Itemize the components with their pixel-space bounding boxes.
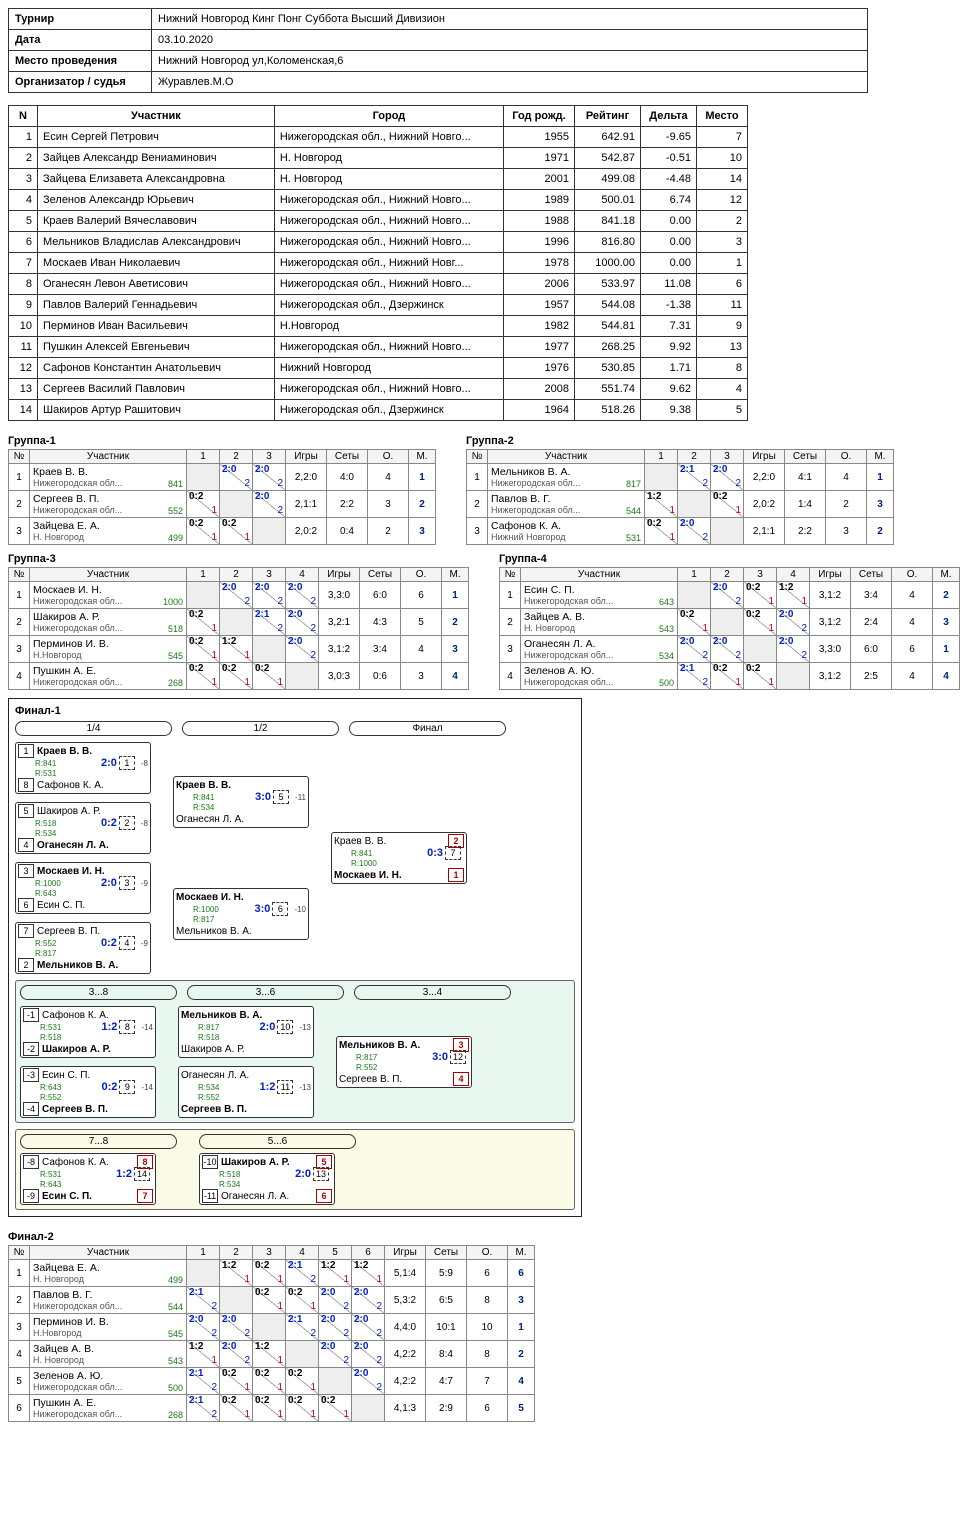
table-row: 13Сергеев Василий ПавловичНижегородская …	[9, 379, 748, 400]
bracket-match: Москаев И. Н. R:10003:06-10 R:817 Мельни…	[173, 888, 309, 940]
group-block: Финал-2№Участник123456ИгрыСетыО.М.1Зайце…	[8, 1231, 968, 1422]
info-label: Место проведения	[9, 51, 152, 72]
table-row: 12Сафонов Константин АнатольевичНижний Н…	[9, 358, 748, 379]
info-value: Журавлев.М.О	[152, 72, 868, 93]
table-row: 7Москаев Иван НиколаевичНижегородская об…	[9, 253, 748, 274]
group-row: 4Зайцев А. В.Н. Новгород5431:212:021:212…	[9, 1341, 535, 1368]
bracket-match: Краев В. В.2 R:8410:37 R:1000 Москаев И.…	[331, 832, 467, 884]
participants-table: NУчастникГородГод рожд.РейтингДельтаМест…	[8, 105, 748, 421]
info-table: ТурнирНижний Новгород Кинг Понг Суббота …	[8, 8, 868, 93]
group-block: Группа-1№Участник123ИгрыСетыО.М.1Краев В…	[8, 435, 436, 545]
table-row: 14Шакиров Артур РашитовичНижегородская о…	[9, 400, 748, 421]
table-row: 2Зайцев Александр ВениаминовичН. Новгоро…	[9, 148, 748, 169]
group-row: 4Зеленов А. Ю.Нижегородская обл...5002:1…	[500, 663, 960, 690]
group-row: 3Сафонов К. А.Нижний Новгород5310:212:02…	[467, 518, 894, 545]
col-header: N	[9, 106, 38, 127]
group-row: 2Павлов В. Г.Нижегородская обл...5442:12…	[9, 1287, 535, 1314]
group-row: 5Зеленов А. Ю.Нижегородская обл...5002:1…	[9, 1368, 535, 1395]
info-label: Турнир	[9, 9, 152, 30]
group-row: 2Павлов В. Г.Нижегородская обл...5441:21…	[467, 491, 894, 518]
table-row: 10Перминов Иван ВасильевичН.Новгород1982…	[9, 316, 748, 337]
bracket-title: Финал-1	[15, 705, 575, 717]
info-label: Дата	[9, 30, 152, 51]
bracket-match: 1Краев В. В. R:8412:01-8 R:531 8Сафонов …	[15, 742, 151, 794]
group-row: 1Мельников В. А.Нижегородская обл...8172…	[467, 464, 894, 491]
group-row: 1Москаев И. Н.Нижегородская обл...10002:…	[9, 582, 469, 609]
group-block: Группа-3№Участник1234ИгрыСетыО.М.1Москае…	[8, 553, 469, 690]
table-row: 1Есин Сергей ПетровичНижегородская обл.,…	[9, 127, 748, 148]
bracket-final-1: Финал-1 1/41/2Финал 1Краев В. В. R:8412:…	[8, 698, 582, 1217]
table-row: 11Пушкин Алексей ЕвгеньевичНижегородская…	[9, 337, 748, 358]
col-header: Рейтинг	[575, 106, 641, 127]
table-row: 4Зеленов Александр ЮрьевичНижегородская …	[9, 190, 748, 211]
info-value: Нижний Новгород Кинг Понг Суббота Высший…	[152, 9, 868, 30]
table-row: 9Павлов Валерий ГеннадьевичНижегородская…	[9, 295, 748, 316]
info-value: 03.10.2020	[152, 30, 868, 51]
col-header: Год рожд.	[504, 106, 575, 127]
group-row: 4Пушкин А. Е.Нижегородская обл...2680:21…	[9, 663, 469, 690]
bracket-match: Оганесян Л. А. R:5341:211-13 R:552 Серге…	[178, 1066, 314, 1118]
col-header: Город	[274, 106, 503, 127]
group-row: 2Сергеев В. П.Нижегородская обл...5520:2…	[9, 491, 436, 518]
group-row: 3Зайцева Е. А.Н. Новгород4990:210:212,0:…	[9, 518, 436, 545]
group-row: 1Есин С. П.Нижегородская обл...6432:020:…	[500, 582, 960, 609]
info-label: Организатор / судья	[9, 72, 152, 93]
table-row: 5Краев Валерий ВячеславовичНижегородская…	[9, 211, 748, 232]
group-row: 1Зайцева Е. А.Н. Новгород4991:210:212:12…	[9, 1260, 535, 1287]
group-row: 2Зайцев А. В.Н. Новгород5430:210:212:023…	[500, 609, 960, 636]
bracket-match: Краев В. В. R:8413:05-11 R:534 Оганесян …	[173, 776, 309, 828]
group-row: 3Оганесян Л. А.Нижегородская обл...5342:…	[500, 636, 960, 663]
group-row: 3Перминов И. В.Н.Новгород5452:022:022:12…	[9, 1314, 535, 1341]
group-row: 2Шакиров А. Р.Нижегородская обл...5180:2…	[9, 609, 469, 636]
bracket-match: 5Шакиров А. Р. R:5180:22-8 R:534 4Оганес…	[15, 802, 151, 854]
col-header: Дельта	[641, 106, 697, 127]
group-row: 3Перминов И. В.Н.Новгород5450:211:212:02…	[9, 636, 469, 663]
table-row: 6Мельников Владислав АлександровичНижего…	[9, 232, 748, 253]
col-header: Участник	[38, 106, 275, 127]
bracket-match: -10Шакиров А. Р.5 R:5182:013 R:534 -11Ог…	[199, 1153, 335, 1205]
group-block: Группа-2№Участник123ИгрыСетыО.М.1Мельник…	[466, 435, 894, 545]
info-value: Нижний Новгород ул,Коломенская,6	[152, 51, 868, 72]
bracket-match: -8Сафонов К. А.8 R:5311:214 R:643 -9Есин…	[20, 1153, 156, 1205]
group-block: Группа-4№Участник1234ИгрыСетыО.М.1Есин С…	[499, 553, 960, 690]
bracket-match: 7Сергеев В. П. R:5520:24-9 R:817 2Мельни…	[15, 922, 151, 974]
table-row: 3Зайцева Елизавета АлександровнаН. Новго…	[9, 169, 748, 190]
bracket-match: -3Есин С. П. R:6430:29-14 R:552 -4Сергее…	[20, 1066, 156, 1118]
group-row: 6Пушкин А. Е.Нижегородская обл...2682:12…	[9, 1395, 535, 1422]
bracket-match: Мельников В. А.3 R:8173:012 R:552 Сергее…	[336, 1036, 472, 1088]
group-row: 1Краев В. В.Нижегородская обл...8412:022…	[9, 464, 436, 491]
bracket-match: Мельников В. А. R:8172:010-13 R:518 Шаки…	[178, 1006, 314, 1058]
table-row: 8Оганесян Левон АветисовичНижегородская …	[9, 274, 748, 295]
col-header: Место	[697, 106, 748, 127]
bracket-match: 3Москаев И. Н. R:10002:03-9 R:643 6Есин …	[15, 862, 151, 914]
bracket-match: -1Сафонов К. А. R:5311:28-14 R:518 -2Шак…	[20, 1006, 156, 1058]
